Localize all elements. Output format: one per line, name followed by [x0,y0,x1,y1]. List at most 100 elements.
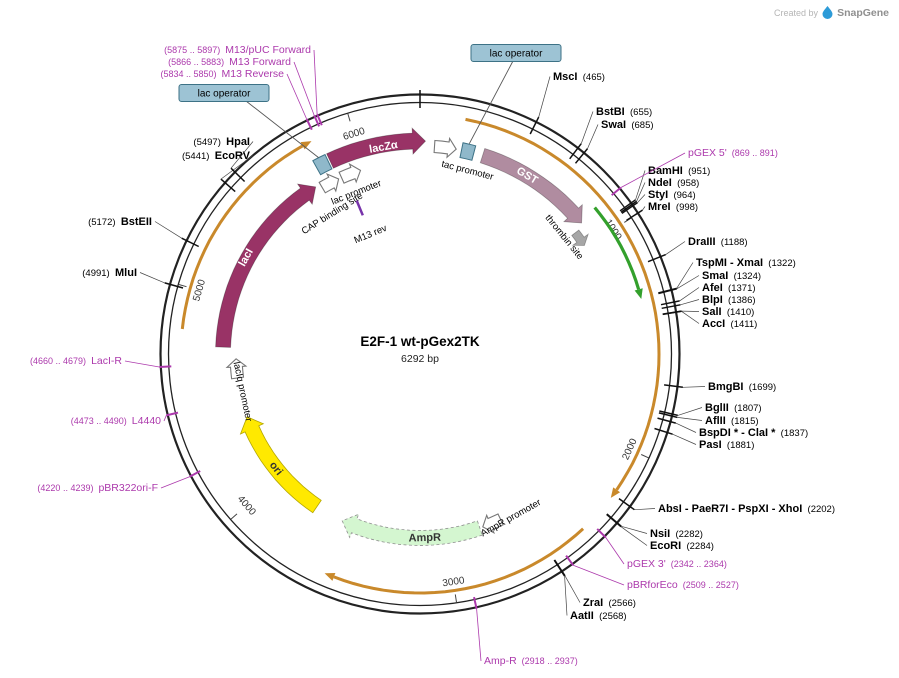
feature-gst [479,147,583,224]
snapgene-logo-icon [822,6,833,19]
callout-box [178,84,270,102]
enzyme-tick [626,209,643,222]
primer-label: (4473 .. 4490) L4440 [71,415,161,427]
enzyme-tick [657,417,676,424]
enzyme-tick [606,513,622,528]
primer-leader-line [160,476,190,489]
primer-tick [596,528,607,539]
enzyme-leader-line [677,417,703,421]
enzyme-leader-line [230,141,254,169]
enzyme-leader-line [636,182,646,202]
enzyme-label: AccI (1411) [702,318,757,330]
enzyme-tick [661,304,681,310]
callout-label: lac operator [198,89,251,100]
enzyme-label: MscI (465) [553,71,605,83]
callout-line [245,100,319,158]
enzyme-tick [553,559,566,577]
enzyme-leader-line [677,407,703,416]
primer-label: (5866 .. 5883) M13 Forward [168,56,291,68]
enzyme-label: AflII (1815) [705,415,759,427]
scale-tick [454,594,457,603]
enzyme-leader-line [676,262,694,289]
enzyme-leader-line [681,311,700,324]
enzyme-leader-line [564,576,568,616]
feature-e2f1 [593,206,641,290]
enzyme-label: SwaI (685) [601,119,654,131]
enzyme-tick [164,282,184,289]
primer-tick [313,114,321,127]
primer-label: (5875 .. 5897) M13/pUC Forward [164,44,311,56]
transcript-arc-arrowhead [324,573,336,581]
primer-leader-line [605,537,625,565]
enzyme-tick [660,300,680,306]
enzyme-tick [654,427,673,435]
enzyme-leader-line [587,124,599,149]
enzyme-leader-line [642,206,646,211]
enzyme-leader-line [139,272,165,284]
primer-label: pBRforEco (2509 .. 2527) [627,579,739,591]
primer-leader-line [293,61,315,116]
primer-label: (4220 .. 4239) pBR322ori-F [37,482,158,494]
enzyme-label: SmaI (1324) [702,270,761,282]
enzyme-label: (5172) BstEII [88,216,152,228]
feature-ampr-promoter [482,513,504,534]
enzyme-label: BlpI (1386) [702,294,756,306]
enzyme-tick [620,200,638,213]
enzyme-leader-line [679,287,700,302]
enzyme-leader-line [675,422,697,433]
feature-tac-promoter [433,136,457,159]
feature-lacZa [326,127,427,169]
enzyme-tick [658,412,678,419]
enzyme-label: BmgBI (1699) [708,381,776,393]
enzyme-label: PasI (1881) [699,439,754,451]
enzyme-leader-line [621,525,648,534]
primer-leader-line [286,73,307,120]
enzyme-leader-line [637,194,646,203]
enzyme-label: SalI (1410) [702,306,754,318]
feature-label-lacZa: lacZα [368,139,399,156]
primer-tick [305,118,313,131]
feature-lac-operator-2 [459,142,477,161]
primer-tick [611,186,622,196]
enzyme-label: BglII (1807) [705,402,762,414]
enzyme-label: (5497) HpaI [193,136,250,148]
enzyme-label: EcoRI (2284) [650,540,714,552]
feature-label-ampr: AmpR [408,532,441,545]
enzyme-label: AfeI (1371) [702,282,756,294]
scale-label: 3000 [442,575,466,589]
enzyme-label: MreI (998) [648,201,698,213]
primer-label: (4660 .. 4679) LacI-R [30,355,122,367]
scale-label: 5000 [191,278,208,303]
feature-thrombin [571,229,589,246]
enzyme-tick [529,116,540,135]
enzyme-label: DraIII (1188) [688,236,748,248]
enzyme-label: (5441) EcoRV [182,150,251,162]
feature-label-laciq-promoter: lacIq promoter [231,361,254,423]
scale-label: 4000 [235,494,258,518]
callout-box [470,44,562,62]
plasmid-title: E2F-1 wt-pGex2TK [360,334,480,349]
primer-tick [159,365,172,368]
enzyme-leader-line [672,433,697,445]
plasmid-size: 6292 bp [401,353,439,365]
enzyme-leader-line [564,575,581,603]
feature-laciq-promoter [225,358,248,380]
enzyme-tick [181,237,200,248]
enzyme-label: ZraI (2566) [583,597,636,609]
transcript-arc-arrowhead [610,487,621,498]
callout-label: lac operator [490,49,543,60]
enzyme-tick [658,288,677,295]
primer-leader-line [313,49,318,115]
map-render-layer: 100020003000400050006000lacZαGSTthrombin… [30,44,835,667]
enzyme-leader-line [154,221,182,239]
feature-cap [318,172,340,194]
enzyme-tick [621,201,638,215]
transcript-arc [180,144,304,330]
transcript-arc [465,117,661,491]
primer-leader-line [620,152,686,188]
enzyme-leader-line [665,241,686,255]
enzyme-label: BspDI * - ClaI * (1837) [699,427,808,439]
feature-lac-promoter [338,162,362,184]
